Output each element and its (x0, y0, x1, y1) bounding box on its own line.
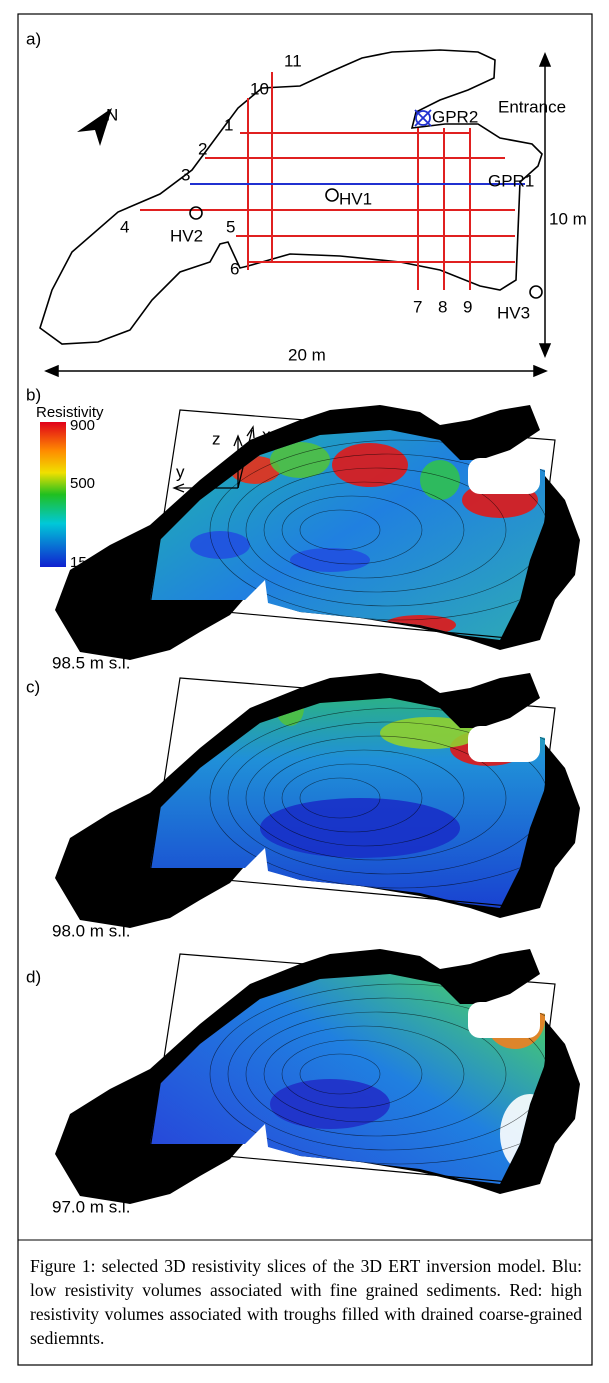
slices: b) 98.5 m s.l. c) 98.0 m s.l. d) 97.0 m s.l. (26, 385, 590, 1216)
profile-label: 11 (284, 51, 302, 70)
figure-graphics: a) N Entrance 10 m 20 m 1 2 3 4 5 6 7 8 (0, 0, 609, 1383)
resistivity-anomaly (260, 798, 460, 858)
axis-label: z (212, 429, 221, 448)
colorbar-tick: 900 (70, 417, 95, 434)
slice-elevation: 98.5 m s.l. (52, 653, 130, 672)
feature-label: HV3 (497, 303, 530, 322)
panel-label: c) (26, 677, 40, 696)
slice-elevation: 98.0 m s.l. (52, 921, 130, 940)
entrance-notch (468, 726, 540, 762)
feature-label: GPR2 (432, 107, 478, 126)
axis-label: y (176, 462, 185, 481)
profile-label: 3 (181, 165, 190, 184)
entrance-notch (468, 1002, 540, 1038)
panel-label: b) (26, 385, 41, 404)
feature-label: HV1 (339, 189, 372, 208)
caption: Figure 1: selected 3D resistivity slices… (30, 1254, 582, 1350)
profile-label: 9 (463, 297, 472, 316)
entrance-label: Entrance (498, 97, 566, 116)
scale-arrows (46, 54, 550, 376)
profile-label: 5 (226, 217, 235, 236)
profile-label: 2 (198, 139, 207, 158)
resistivity-slice: d) 97.0 m s.l. (26, 944, 590, 1216)
profiles (140, 72, 515, 290)
entrance-notch (468, 458, 540, 494)
feature-label: HV2 (170, 226, 203, 245)
north-label: N (106, 105, 118, 124)
profile-label: 6 (230, 259, 239, 278)
profile-label: 10 (250, 79, 269, 98)
resistivity-anomaly (270, 1079, 390, 1129)
feature-label: GPR1 (488, 171, 534, 190)
resistivity-anomaly (290, 548, 370, 572)
axis-label: x (262, 425, 271, 444)
gpr2-mark (415, 110, 431, 126)
resistivity-anomaly (190, 531, 250, 559)
profile-label: 7 (413, 297, 422, 316)
scale-label: 10 m (549, 209, 587, 228)
profile-label: 8 (438, 297, 447, 316)
panel-a: a) N Entrance 10 m 20 m 1 2 3 4 5 6 7 8 (26, 29, 587, 376)
panel-label: a) (26, 29, 41, 48)
panel-label: d) (26, 967, 41, 986)
resistivity-anomaly (332, 443, 408, 487)
colorbar: Resistivity 900 500 15 (36, 404, 104, 571)
slice-elevation: 97.0 m s.l. (52, 1197, 130, 1216)
profile-label: 1 (224, 115, 233, 134)
resistivity-slice: c) 98.0 m s.l. (26, 668, 590, 940)
profile-label: 4 (120, 217, 129, 236)
resistivity-slice: b) 98.5 m s.l. (26, 385, 590, 672)
scale-label: 20 m (288, 345, 326, 364)
colorbar-ramp (40, 422, 66, 567)
colorbar-tick: 500 (70, 475, 95, 492)
